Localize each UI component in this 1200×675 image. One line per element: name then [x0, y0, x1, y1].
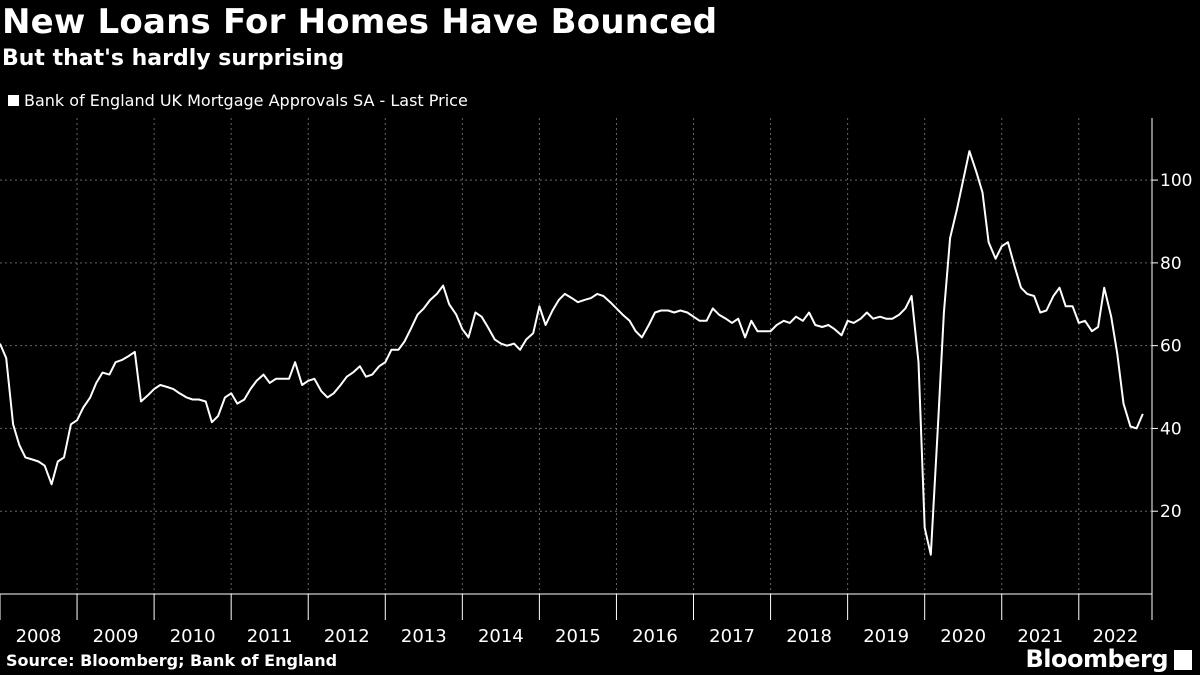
x-tick-label: 2013 — [401, 626, 447, 647]
y-tick-label: 40 — [1160, 419, 1182, 439]
series-line — [0, 150, 1144, 556]
x-tick-label: 2008 — [16, 626, 62, 647]
y-tick-label: 100 — [1160, 171, 1192, 191]
y-tick-label: 20 — [1160, 502, 1182, 522]
x-tick-label: 2009 — [93, 626, 139, 647]
x-tick-label: 2019 — [863, 626, 909, 647]
legend-label: Bank of England UK Mortgage Approvals SA… — [24, 91, 468, 110]
x-tick-label: 2016 — [632, 626, 678, 647]
y-tick-label: 80 — [1160, 254, 1182, 274]
chart-subtitle: But that's hardly surprising — [2, 46, 345, 71]
x-tick-label: 2017 — [709, 626, 755, 647]
y-tick-label: 60 — [1160, 337, 1182, 357]
x-tick-label: 2012 — [324, 626, 370, 647]
bloomberg-logo: Bloomberg — [1025, 645, 1169, 673]
source-note: Source: Bloomberg; Bank of England — [6, 651, 338, 670]
bloomberg-mark-icon — [1174, 650, 1192, 670]
x-tick-label: 2018 — [786, 626, 832, 647]
x-tick-label: 2010 — [170, 626, 216, 647]
x-tick-label: 2021 — [1017, 626, 1063, 647]
legend: Bank of England UK Mortgage Approvals SA… — [8, 91, 468, 110]
x-tick-label: 2015 — [555, 626, 601, 647]
x-tick-label: 2022 — [1092, 626, 1138, 647]
chart-title: New Loans For Homes Have Bounced — [2, 2, 718, 42]
x-tick-label: 2020 — [940, 626, 986, 647]
legend-swatch — [8, 95, 19, 106]
x-tick-label: 2011 — [247, 626, 293, 647]
x-tick-label: 2014 — [478, 626, 524, 647]
